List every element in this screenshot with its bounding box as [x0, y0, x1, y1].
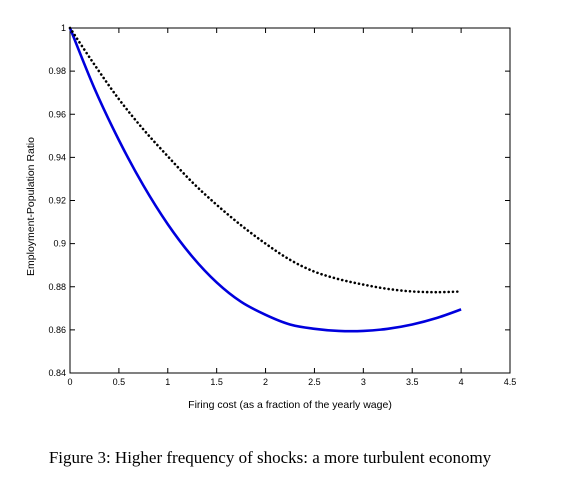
- x-axis: 0 0.5 1 1.5 2 2.5 3 3.5 4 4.5: [67, 28, 516, 387]
- series-layer: [68, 26, 463, 333]
- y-tick-label: 0.86: [48, 325, 66, 335]
- x-tick-label: 2: [263, 377, 268, 387]
- x-tick-label: 0.5: [113, 377, 126, 387]
- y-tick-label: 0.98: [48, 66, 66, 76]
- x-tick-label: 0: [67, 377, 72, 387]
- y-tick-label: 1: [61, 23, 66, 33]
- x-tick-label: 4: [459, 377, 464, 387]
- figure-caption: Figure 3: Higher frequency of shocks: a …: [48, 448, 492, 467]
- y-tick-label: 0.9: [53, 239, 66, 249]
- y-tick-label: 0.94: [48, 152, 66, 162]
- y-tick-label: 0.88: [48, 282, 66, 292]
- x-tick-label: 3.5: [406, 377, 419, 387]
- y-tick-label: 0.96: [48, 109, 66, 119]
- series-line-solid: [68, 27, 462, 333]
- x-axis-label: Firing cost (as a fraction of the yearly…: [188, 399, 392, 411]
- x-tick-label: 2.5: [308, 377, 321, 387]
- y-tick-label: 0.92: [48, 196, 66, 206]
- y-axis: 0.84 0.86 0.88 0.9 0.92 0.94 0.96 0.98 1: [48, 23, 510, 378]
- x-tick-label: 1.5: [210, 377, 223, 387]
- x-tick-label: 1: [165, 377, 170, 387]
- x-tick-label: 4.5: [504, 377, 517, 387]
- series-line-dotted: [68, 26, 463, 294]
- y-axis-label: Employment-Population Ratio: [25, 137, 37, 276]
- y-tick-label: 0.84: [48, 368, 66, 378]
- x-tick-label: 3: [361, 377, 366, 387]
- plot-frame: [69, 27, 511, 374]
